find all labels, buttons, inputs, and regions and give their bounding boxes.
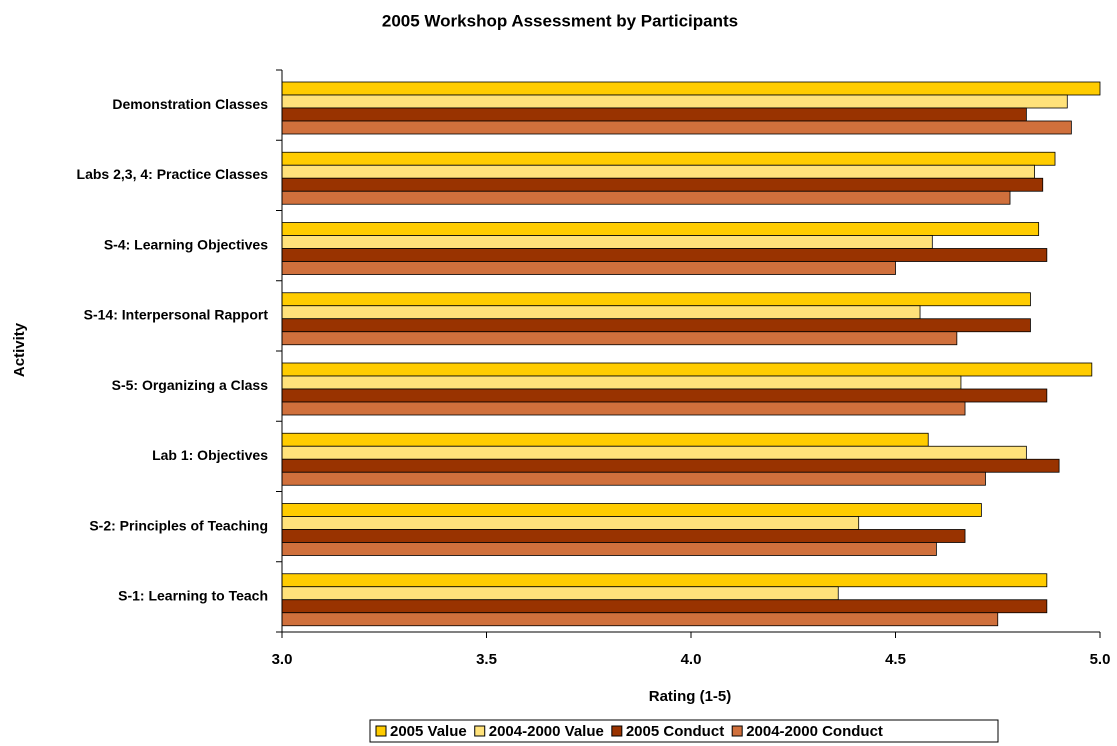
- bar: [281, 94, 1068, 109]
- y-tick-label: Demonstration Classes: [112, 96, 268, 112]
- legend-swatch: [474, 725, 486, 737]
- bar: [281, 362, 1093, 377]
- bar: [281, 375, 962, 390]
- bar: [281, 471, 986, 486]
- x-tick-label: 4.0: [681, 651, 702, 668]
- legend-swatch: [611, 725, 623, 737]
- bar: [281, 458, 1060, 473]
- bar: [281, 222, 1040, 236]
- bar: [281, 388, 1048, 403]
- x-tick-label: 4.5: [885, 651, 906, 668]
- bar: [281, 573, 1048, 588]
- bar: [281, 151, 1056, 166]
- bar: [281, 261, 896, 275]
- y-tick-label: Labs 2,3, 4: Practice Classes: [77, 166, 269, 182]
- bar: [281, 177, 1044, 192]
- y-tick-label: Lab 1: Objectives: [152, 447, 268, 463]
- bar: [281, 164, 1035, 179]
- bar: [281, 432, 929, 447]
- bar: [281, 542, 937, 556]
- legend-label: 2005 Value: [390, 723, 467, 740]
- bar: [281, 612, 999, 627]
- bar: [281, 235, 933, 249]
- bar: [281, 516, 860, 530]
- bar: [281, 292, 1031, 307]
- x-axis-title: Rating (1-5): [649, 688, 732, 705]
- y-tick-label: S-5: Organizing a Class: [112, 377, 269, 393]
- y-tick-label: S-1: Learning to Teach: [118, 588, 268, 604]
- bar: [281, 190, 1011, 205]
- bar: [281, 331, 958, 346]
- bar: [281, 599, 1048, 614]
- legend-box: [369, 719, 999, 743]
- legend-label: 2005 Conduct: [626, 723, 724, 740]
- bar: [281, 248, 1048, 262]
- y-tick-label: S-4: Learning Objectives: [104, 236, 268, 252]
- x-tick-label: 3.0: [272, 651, 293, 668]
- x-tick-label: 5.0: [1090, 651, 1111, 668]
- bar: [281, 305, 921, 320]
- bar: [281, 107, 1027, 122]
- bar: [281, 318, 1031, 333]
- bar: [281, 503, 982, 517]
- bar: [281, 586, 839, 601]
- bar: [281, 401, 966, 416]
- bar: [281, 529, 966, 543]
- legend-swatch: [375, 725, 387, 737]
- x-tick-label: 3.5: [476, 651, 497, 668]
- y-tick-label: S-14: Interpersonal Rapport: [84, 307, 269, 323]
- legend-label: 2004-2000 Conduct: [746, 723, 883, 740]
- legend-swatch: [731, 725, 743, 737]
- bar: [281, 445, 1027, 460]
- chart-title: 2005 Workshop Assessment by Participants: [382, 11, 738, 30]
- y-axis-title: Activity: [11, 322, 28, 377]
- y-tick-label: S-2: Principles of Teaching: [89, 517, 268, 533]
- bar: [281, 120, 1072, 135]
- bar: [281, 81, 1101, 96]
- legend-label: 2004-2000 Value: [489, 723, 604, 740]
